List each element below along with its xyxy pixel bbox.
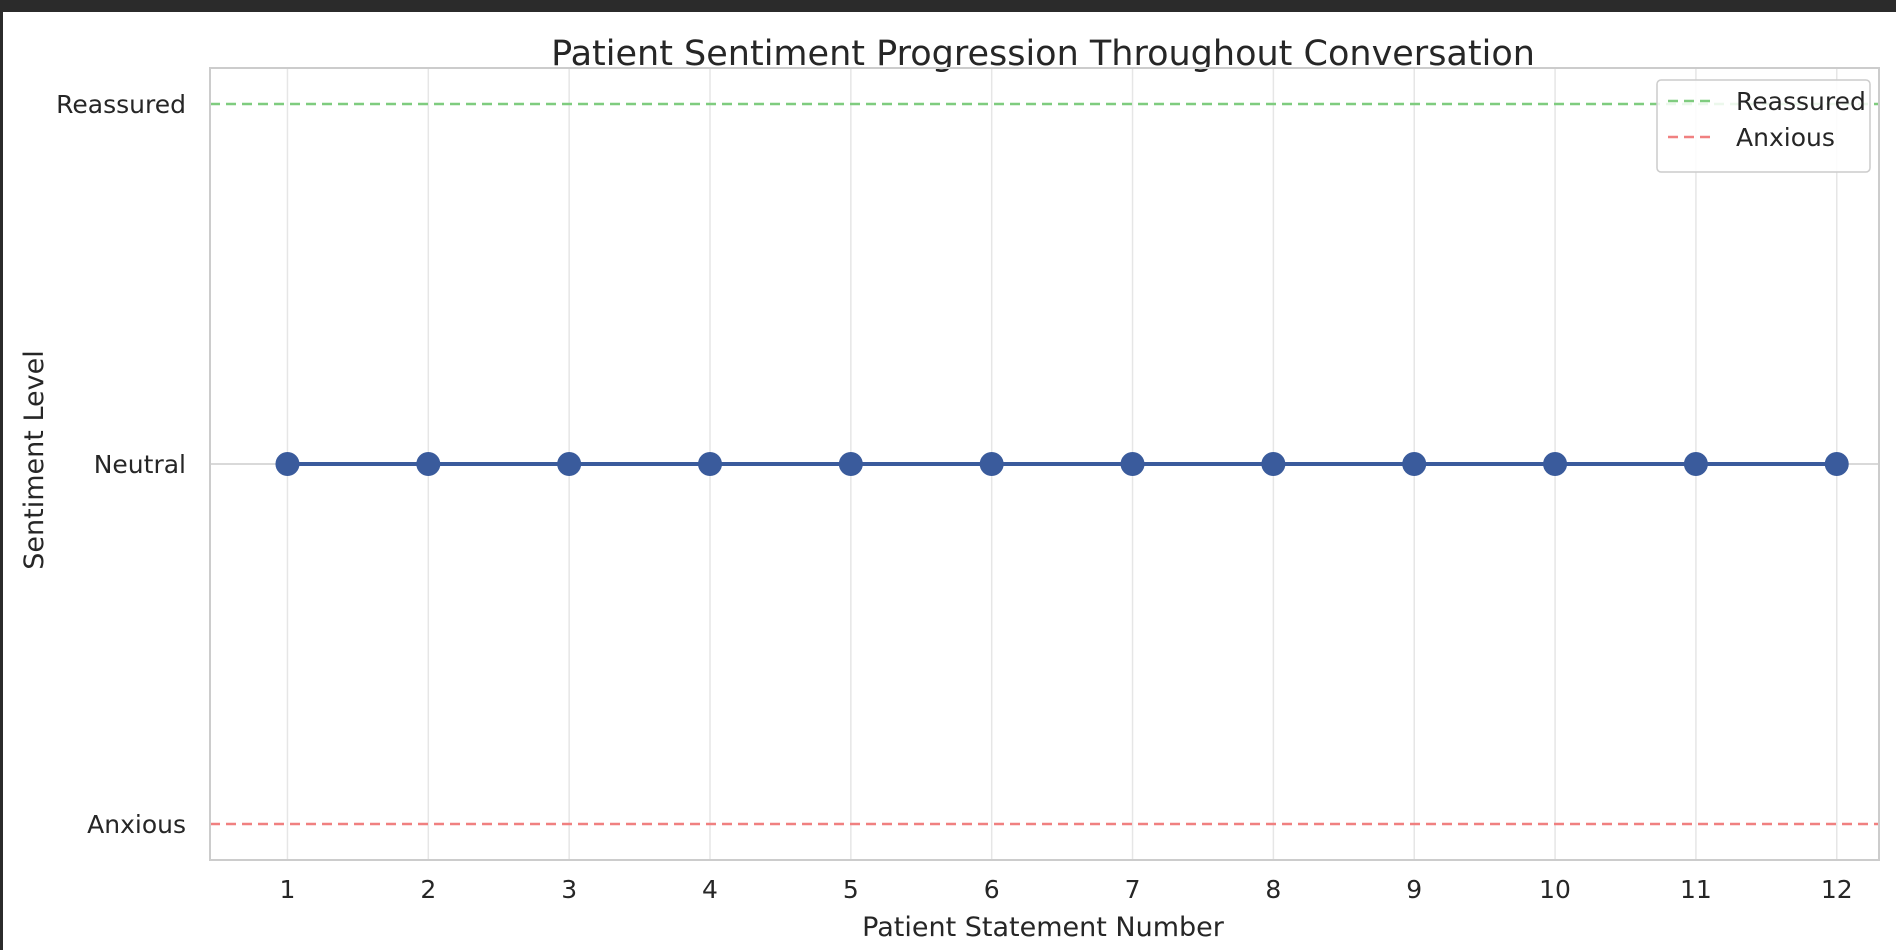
legend: Reassured Anxious bbox=[1656, 79, 1871, 173]
plot-area bbox=[209, 67, 1880, 861]
data-point-1 bbox=[275, 452, 300, 476]
data-point-10 bbox=[1543, 452, 1568, 476]
y-tick-label-neutral: Neutral bbox=[94, 450, 186, 479]
data-point-2 bbox=[416, 452, 441, 476]
x-tick-label-9: 9 bbox=[1406, 875, 1422, 904]
data-point-11 bbox=[1683, 452, 1708, 476]
data-point-8 bbox=[1261, 452, 1286, 476]
x-axis-title: Patient Statement Number bbox=[862, 912, 1225, 943]
x-tick-label-8: 8 bbox=[1265, 875, 1281, 904]
x-tick-label-2: 2 bbox=[420, 875, 436, 904]
x-tick-label-3: 3 bbox=[561, 875, 577, 904]
x-tick-label-7: 7 bbox=[1125, 875, 1141, 904]
data-point-9 bbox=[1402, 452, 1427, 476]
x-tick-label-6: 6 bbox=[984, 875, 1000, 904]
sentiment-chart: Patient Sentiment Progression Throughout… bbox=[19, 34, 1880, 943]
y-tick-label-anxious: Anxious bbox=[87, 810, 186, 839]
legend-label-anxious: Anxious bbox=[1736, 123, 1835, 152]
data-point-5 bbox=[838, 452, 863, 476]
y-axis-title: Sentiment Level bbox=[19, 350, 50, 569]
x-tick-label-11: 11 bbox=[1680, 875, 1712, 904]
data-point-3 bbox=[557, 452, 582, 476]
x-tick-label-4: 4 bbox=[702, 875, 718, 904]
chart-figure: Patient Sentiment Progression Throughout… bbox=[3, 12, 1896, 950]
legend-label-reassured: Reassured bbox=[1736, 87, 1866, 116]
y-tick-label-reassured: Reassured bbox=[56, 90, 186, 119]
x-tick-label-1: 1 bbox=[280, 875, 296, 904]
x-tick-label-5: 5 bbox=[843, 875, 859, 904]
data-point-4 bbox=[697, 452, 722, 476]
x-tick-label-12: 12 bbox=[1821, 875, 1853, 904]
data-point-7 bbox=[1120, 452, 1145, 476]
x-tick-label-10: 10 bbox=[1539, 875, 1571, 904]
data-point-12 bbox=[1824, 452, 1849, 476]
data-point-6 bbox=[979, 452, 1004, 476]
